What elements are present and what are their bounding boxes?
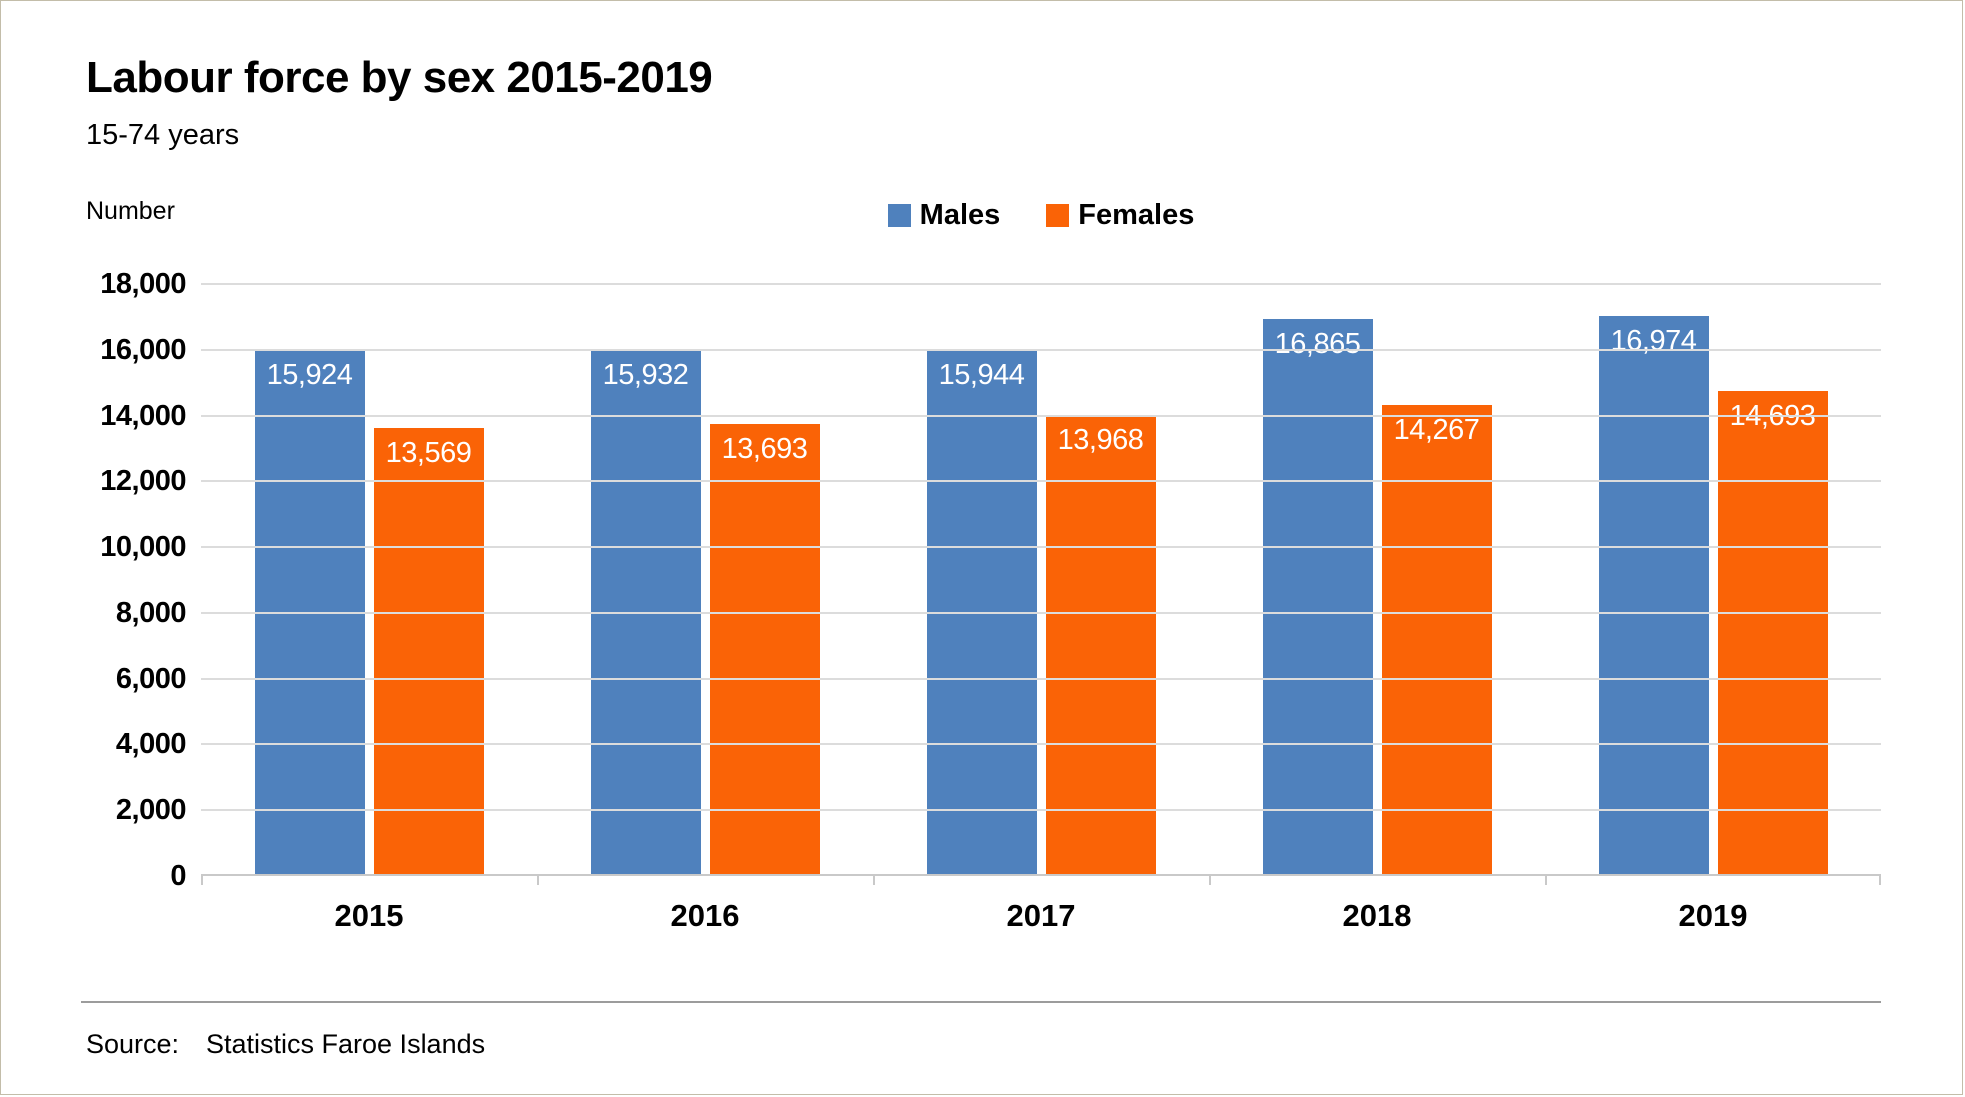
bar-females: 13,693 [709,424,820,874]
gridline [201,414,1881,417]
bar-value-label: 15,924 [266,359,353,391]
gridline [201,348,1881,351]
bar-group: 16,865 14,267 [1209,284,1545,874]
x-category-label: 2019 [1678,898,1748,933]
y-tick-label: 8,000 [115,596,187,629]
source-label: Source: [86,1029,180,1059]
gridline [201,677,1881,680]
bar-females: 14,693 [1717,391,1828,874]
x-axis-tick [201,874,203,885]
y-tick-label: 0 [170,860,186,892]
bar-group: 15,944 13,968 [873,284,1209,874]
x-axis-tick [1209,874,1211,885]
x-category-label: 2015 [334,898,404,933]
bar-value-label: 13,968 [1057,424,1144,456]
legend: Males Females [201,199,1881,232]
gridline [201,546,1881,549]
y-axis-unit-label: Number [86,197,175,225]
legend-item-females: Females [1046,199,1194,232]
bar-females: 14,267 [1381,405,1492,874]
x-axis-tick [537,874,539,885]
bar-group: 15,932 13,693 [537,284,873,874]
x-axis-tick [873,874,875,885]
gridline [201,809,1881,812]
y-tick-label: 4,000 [115,728,187,761]
x-axis-tick [1545,874,1547,885]
gridline [201,611,1881,614]
plot-area: 15,924 13,569 15,932 13,693 15,944 13,968 16,8… [201,283,1881,885]
y-tick-label: 18,000 [100,268,186,300]
legend-label-males: Males [919,199,1001,231]
bar-group: 16,974 14,693 [1545,284,1881,874]
y-tick-label: 2,000 [115,794,187,827]
legend-swatch-males [887,204,911,227]
bar-value-label: 15,944 [938,359,1025,391]
x-category-label: 2018 [1342,898,1412,933]
y-tick-label: 16,000 [100,333,186,366]
bar-females: 13,968 [1045,415,1156,874]
chart-subtitle: 15-74 years [86,119,240,151]
gridline [201,743,1881,746]
source-divider [81,1001,1881,1003]
bar-females: 13,569 [373,428,484,874]
legend-item-males: Males [887,199,1001,232]
source-text: Statistics Faroe Islands [206,1029,486,1059]
gridline [201,480,1881,483]
bar-group: 15,924 13,569 [201,284,537,874]
bar-value-label: 16,974 [1610,325,1697,357]
chart-title: Labour force by sex 2015-2019 [86,53,713,102]
legend-label-females: Females [1078,199,1195,231]
bar-value-label: 16,865 [1274,328,1361,360]
y-tick-label: 10,000 [100,531,186,564]
y-tick-label: 14,000 [100,399,186,432]
bar-value-label: 13,569 [385,437,472,469]
bar-value-label: 13,693 [721,433,808,465]
bar-males: 16,974 [1598,316,1709,874]
x-axis-tick [1879,874,1881,885]
y-axis-labels: 0 2,000 4,000 6,000 8,000 10,000 12,000 14,000 1… [41,268,187,892]
y-tick-label: 6,000 [115,662,187,695]
x-axis-labels: 2015 2016 2017 2018 2019 [201,898,1881,934]
bar-value-label: 14,267 [1393,414,1480,446]
x-category-label: 2017 [1006,898,1076,933]
x-category-label: 2016 [670,898,740,933]
y-tick-label: 12,000 [100,465,186,498]
legend-swatch-females [1046,204,1070,227]
bar-males: 16,865 [1262,319,1373,874]
bar-value-label: 15,932 [602,359,689,391]
gridline [201,283,1881,285]
bar-groups: 15,924 13,569 15,932 13,693 15,944 13,968 16,8… [201,284,1881,874]
